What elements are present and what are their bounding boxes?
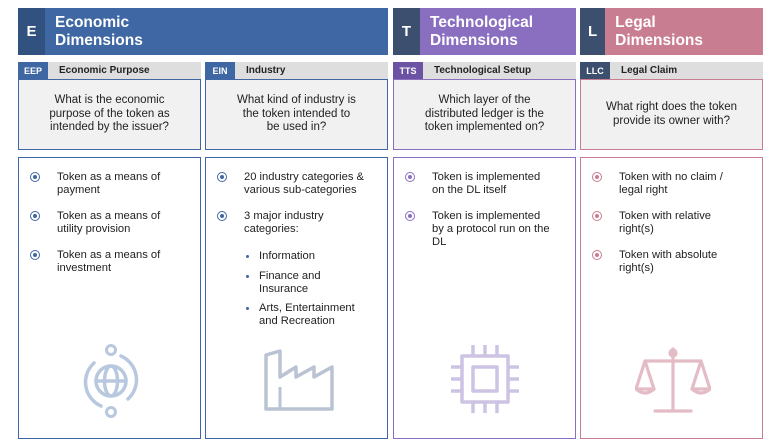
llc-options-panel: Token with no claim / legal right Token … — [580, 157, 763, 439]
ein-options-panel: 20 industry categories & various sub-cat… — [205, 157, 388, 439]
eep-option-1-radio[interactable] — [30, 172, 40, 182]
eep-code-row: EEP Economic Purpose — [18, 62, 201, 79]
legal-dimension-header: L Legal Dimensions — [580, 8, 763, 55]
llc-option-1: Token with no claim / legal right — [619, 171, 723, 196]
eep-option-2-radio[interactable] — [30, 211, 40, 221]
llc-option-1-radio[interactable] — [592, 172, 602, 182]
eep-option-3: Token as a means of investment — [57, 249, 161, 274]
tts-code-row: TTS Technological Setup — [393, 62, 576, 79]
ein-label: Industry — [246, 65, 286, 76]
legal-dimension-title: Legal Dimensions — [605, 8, 763, 55]
eep-option-2: Token as a means of utility provision — [57, 210, 161, 235]
cpu-chip-icon — [451, 345, 519, 413]
llc-code: LLC — [580, 62, 610, 79]
ein-option-2-radio[interactable] — [217, 211, 227, 221]
llc-label: Legal Claim — [621, 65, 678, 76]
economic-dimension-title: Economic Dimensions — [45, 8, 388, 55]
technological-dimension-letter: T — [393, 8, 420, 55]
economic-dimension-header: E Economic Dimensions — [18, 8, 388, 55]
llc-option-3: Token with absolute right(s) — [619, 249, 718, 274]
economic-dimension-letter: E — [18, 8, 45, 55]
eep-option-1: Token as a means of payment — [57, 171, 161, 196]
ein-sub-bullet-3 — [246, 307, 249, 310]
eep-option-3-radio[interactable] — [30, 250, 40, 260]
ein-option-2: 3 major industry categories: — [244, 210, 324, 235]
ein-sub-option-1: Information — [259, 250, 315, 262]
legal-dimension-letter: L — [580, 8, 606, 55]
ein-sub-option-2: Finance and Insurance — [259, 270, 321, 295]
ein-option-1-radio[interactable] — [217, 172, 227, 182]
llc-option-3-radio[interactable] — [592, 250, 602, 260]
tts-question: Which layer of the distributed ledger is… — [393, 79, 576, 150]
ein-sub-option-3: Arts, Entertainment and Recreation — [259, 302, 355, 327]
technological-dimension-header: T Technological Dimensions — [393, 8, 576, 55]
ein-code: EIN — [205, 62, 235, 79]
eep-code: EEP — [18, 62, 48, 79]
tts-code: TTS — [393, 62, 423, 79]
eep-label: Economic Purpose — [59, 65, 150, 76]
ein-option-1: 20 industry categories & various sub-cat… — [244, 171, 365, 196]
llc-question: What right does the token provide its ow… — [580, 79, 763, 150]
ein-sub-bullet-2 — [246, 275, 249, 278]
factory-icon — [264, 349, 334, 411]
tts-option-2-radio[interactable] — [405, 211, 415, 221]
llc-option-2: Token with relative right(s) — [619, 210, 712, 235]
tts-option-1: Token is implemented on the DL itself — [432, 171, 541, 196]
eep-question: What is the economic purpose of the toke… — [18, 79, 201, 150]
tts-options-panel: Token is implemented on the DL itself To… — [393, 157, 576, 439]
ein-code-row: EIN Industry — [205, 62, 388, 79]
eep-options-panel: Token as a means of payment Token as a m… — [18, 157, 201, 439]
scales-icon — [635, 347, 711, 413]
ein-question: What kind of industry is the token inten… — [205, 79, 388, 150]
tts-label: Technological Setup — [434, 65, 532, 76]
technological-dimension-title: Technological Dimensions — [420, 8, 576, 55]
ein-sub-bullet-1 — [246, 255, 249, 258]
tts-option-1-radio[interactable] — [405, 172, 415, 182]
tts-option-2: Token is implemented by a protocol run o… — [432, 210, 550, 248]
llc-option-2-radio[interactable] — [592, 211, 602, 221]
llc-code-row: LLC Legal Claim — [580, 62, 763, 79]
globe-exchange-icon — [83, 344, 139, 418]
